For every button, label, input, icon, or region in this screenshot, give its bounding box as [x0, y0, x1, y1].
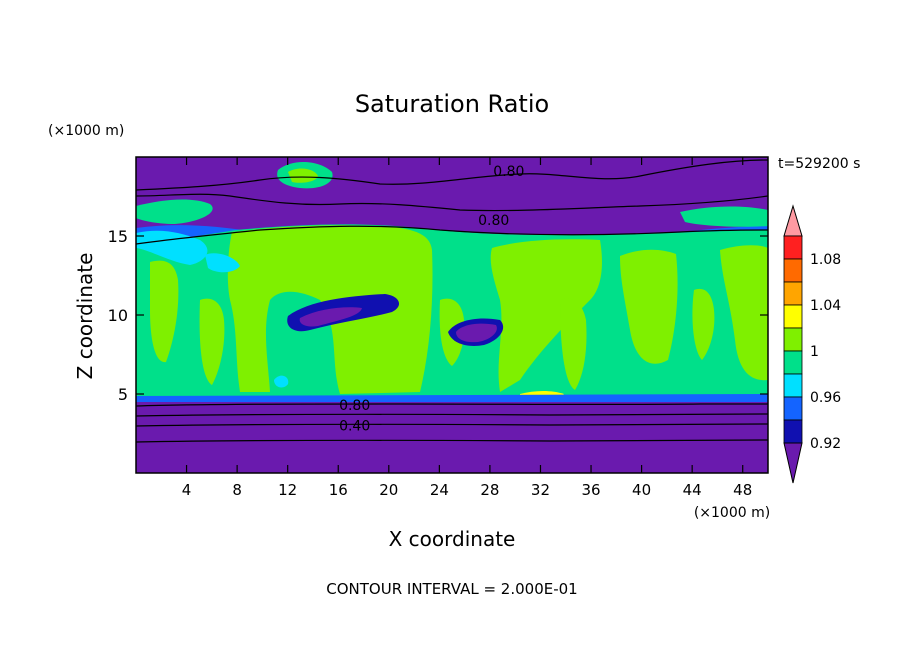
colorbar-cell	[783, 304, 803, 329]
contour-line-080-lower	[136, 403, 768, 407]
x-tick-label: 16	[329, 481, 348, 499]
contour-label: 0.40	[339, 419, 370, 435]
field-yg-8	[560, 298, 587, 390]
colorbar-label: 1.04	[810, 298, 841, 314]
colorbar-label: 1.08	[810, 252, 841, 268]
field-lower-purple	[136, 402, 768, 473]
y-axis-label: Z coordinate	[73, 253, 97, 380]
x-tick-label: 48	[733, 481, 752, 499]
contour-line-080-upper	[136, 193, 768, 212]
x-tick-label: 4	[182, 481, 192, 499]
x-tick-label: 40	[632, 481, 651, 499]
colorbar-label: 1	[810, 344, 819, 360]
contour-line-040	[136, 423, 768, 427]
field-green-upper-left	[136, 199, 213, 224]
field-yg-5	[150, 260, 179, 363]
colorbar-cell	[783, 419, 803, 444]
field-yg-6	[199, 298, 225, 385]
x-tick-label: 28	[480, 481, 499, 499]
x-tick-label: 12	[278, 481, 297, 499]
x-tick-label: 36	[581, 481, 600, 499]
x-axis: 4 8 12 16 20 24 28 32 36 40 44 48	[182, 157, 752, 499]
colorbar-cell	[783, 281, 803, 306]
x-tick-label: 24	[430, 481, 449, 499]
field-cyan-dot	[274, 375, 289, 388]
colorbar-cell	[783, 350, 803, 375]
y-tick-label: 10	[108, 306, 128, 325]
colorbar-cell	[783, 258, 803, 283]
contour-line-green-edge	[136, 225, 768, 245]
field-yg-4	[720, 245, 768, 381]
contour-line-020	[136, 439, 768, 443]
colorbar-label: 0.92	[810, 436, 841, 452]
field-yg-2	[490, 239, 602, 392]
contour-lines	[136, 159, 768, 443]
field-yg-3	[620, 249, 678, 364]
contour-label: 0.80	[478, 213, 509, 229]
x-unit-label: (×1000 m)	[694, 505, 770, 521]
contour-line-080-top	[136, 159, 768, 191]
colorbar-bottom-arrow	[783, 442, 803, 484]
contour-line-060	[136, 413, 768, 417]
field-cyan-patch-2	[205, 253, 240, 273]
colorbar-label: 0.96	[810, 390, 841, 406]
x-tick-label: 20	[379, 481, 398, 499]
contour-label: 0.80	[493, 164, 524, 180]
y-tick-label: 15	[108, 227, 128, 246]
field-yg-9	[692, 288, 715, 360]
x-axis-label: X coordinate	[389, 527, 516, 551]
contour-labels: 0.80 0.80 0.80 0.40	[339, 164, 524, 434]
contour-field	[136, 157, 768, 473]
colorbar-cell	[783, 373, 803, 398]
field-blob-left-core	[299, 307, 362, 327]
colorbar-top-arrow	[783, 204, 803, 237]
x-tick-label: 44	[683, 481, 702, 499]
field-cyan-left	[136, 230, 208, 265]
y-unit-label: (×1000 m)	[48, 123, 124, 139]
contour-label: 0.80	[339, 398, 370, 414]
x-tick-label: 32	[531, 481, 550, 499]
y-tick-label: 5	[118, 385, 128, 404]
colorbar: 1.08 1.04 1 0.96 0.92	[783, 204, 841, 484]
colorbar-cell	[783, 396, 803, 421]
colorbar-cell	[783, 235, 803, 260]
field-lower-blue-edge	[136, 394, 768, 404]
time-label: t=529200 s	[778, 156, 860, 172]
field-yellowgreen-cap	[288, 168, 318, 183]
colorbar-cell	[783, 327, 803, 352]
field-blob-right-core	[456, 323, 497, 343]
y-axis: 5 10 15	[108, 227, 768, 404]
chart-title: Saturation Ratio	[355, 90, 549, 118]
contour-interval-footer: CONTOUR INTERVAL = 2.000E-01	[326, 580, 577, 598]
field-green-upper-right	[680, 206, 768, 227]
x-tick-label: 8	[232, 481, 242, 499]
